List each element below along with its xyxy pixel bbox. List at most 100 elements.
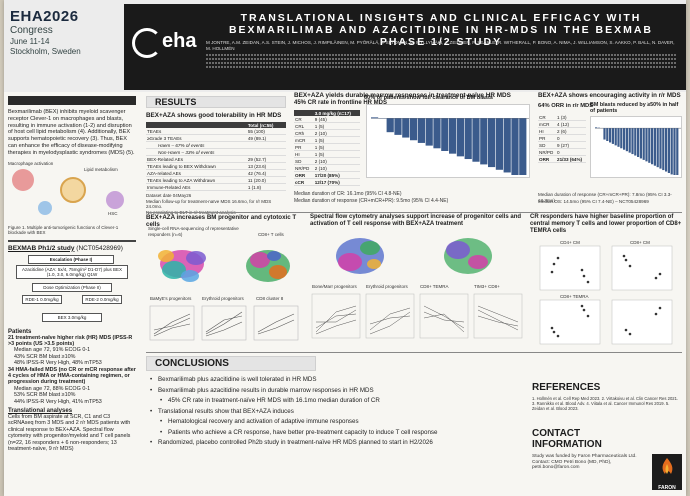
cr-responders-section: CR responders have higher baseline propo… [530, 214, 682, 350]
table-row: CR 1 (3) [538, 114, 586, 121]
contact-heading: CONTACT INFORMATION [532, 428, 602, 450]
patients-tn-age: Median age 72, 91% ECOG 0-1 [14, 347, 91, 354]
table-cell: SD [538, 141, 557, 149]
table-cell: NR/PD [294, 164, 314, 172]
patient-line [315, 313, 357, 329]
flow-plot-1 [311, 293, 361, 339]
scrna-panel-label-2: Erythroid progenitors [202, 296, 244, 301]
tn-cr-rate: 45% CR rate in frontline HR MDS [294, 100, 388, 106]
waterfall-bar [665, 128, 668, 172]
waterfall-bar [659, 128, 662, 169]
contact-section: CONTACT INFORMATION Study was funded by … [532, 428, 682, 492]
data-point [628, 264, 632, 268]
table-cell: Haem – 67% of events [146, 141, 247, 149]
table-cell: PR [294, 143, 314, 151]
table-row: AZA-related AEs 42 (76.4) [146, 169, 286, 177]
cr-panel-label-3: CD8+ TEMRA [560, 294, 589, 299]
waterfall-bar [653, 128, 656, 166]
bex-dose-box: BEX 3.0mg/kg [42, 312, 102, 322]
table-row: Haem – 67% of events [146, 141, 286, 149]
cr-panel-label-1: CD4+ CM [560, 240, 580, 245]
table-row: Non-Haem – 33% of events [146, 148, 286, 156]
waterfall-bar [631, 128, 634, 155]
table-cell: CR [294, 116, 314, 123]
umap-cluster [181, 270, 199, 282]
table-cell: CR [538, 114, 557, 121]
patients-rr-blast: 53% SCR BM blast ≥10% [14, 392, 76, 399]
eha-logo-ring-icon [132, 28, 162, 58]
table-cell: cCR [294, 178, 314, 186]
conclusion-item: Randomized, placebo controlled Ph2b stud… [150, 438, 524, 449]
table-cell: 11 (20.0) [246, 176, 286, 184]
cr-title: CR responders have higher baseline propo… [530, 214, 682, 234]
conclusions-list: Bexmarilimab plus azacitidine is well to… [146, 375, 524, 449]
data-point [628, 332, 632, 336]
patient-line [423, 313, 465, 333]
waterfall-bar [433, 118, 441, 149]
title-banner: eha TRANSLATIONAL INSIGHTS AND CLINICAL … [124, 4, 686, 90]
waterfall-bar [670, 128, 673, 175]
scrna-panel-label-1: BaMyE's progenitors [150, 296, 192, 301]
umap-cluster [158, 250, 174, 262]
escalation-detail: Azacitidine (AZA: 5x/4, 75mg/m² D1-D7) p… [21, 266, 123, 277]
patients-heading: Patients [8, 328, 32, 335]
table-cell: Immune-Related AEs [146, 183, 247, 191]
waterfall-bar [662, 128, 665, 171]
table-row: SD 9 (27) [538, 141, 586, 149]
data-point [622, 254, 626, 258]
table-cell: HI [294, 150, 314, 158]
rr-title: BEX+AZA shows encouraging activity in r/… [538, 92, 681, 99]
data-point [582, 308, 586, 312]
faron-logo: FARON [652, 454, 682, 491]
waterfall-bar [651, 128, 654, 165]
patients-list: 21 treatment-naïve higher risk (HR) MDS … [8, 335, 136, 405]
study-heading: BEXMAB Ph1/2 study (NCT05428969) [8, 245, 136, 252]
conclusions-section: CONCLUSIONS Bexmarilimab plus azacitidin… [146, 356, 524, 496]
faron-flame-icon [662, 458, 673, 474]
poster-title-line2: BEXMARILIMAB AND AZACITIDINE IN HR-MDS I… [228, 24, 654, 36]
data-point [552, 330, 556, 334]
table-cell: ORR [538, 155, 557, 163]
safety-note-2: Median follow-up for treatment-naïve MDS… [146, 198, 272, 210]
table-cell: 1 (5) [313, 122, 360, 130]
umap-cluster [250, 252, 270, 268]
macrophage-icon [12, 168, 34, 191]
waterfall-bar [645, 128, 648, 162]
translational-heading: Translational analyses [8, 408, 73, 415]
umap-cluster [269, 265, 287, 279]
waterfall-bar [595, 127, 598, 129]
table-row: ORR 17/20 (85%) [294, 171, 360, 179]
patient-line [257, 313, 295, 333]
waterfall-bar [402, 118, 410, 138]
flow-umap-plots [336, 238, 492, 274]
table-cell: 1 (5) [313, 150, 360, 158]
waterfall-bar [503, 118, 511, 173]
flow-plot-2 [365, 293, 415, 339]
table-row: CRh 2 (10) [294, 129, 360, 137]
patient-line [153, 313, 191, 335]
patient-line [257, 319, 295, 335]
plot-frame [539, 299, 601, 345]
table-cell: ≥Grade 3 TEAEs [146, 134, 247, 142]
table-cell: NR/PD [538, 148, 557, 156]
table-cell: CRL [294, 122, 314, 130]
table-row: NR/PD 2 (10) [294, 164, 360, 172]
results-heading: RESULTS [155, 97, 197, 107]
waterfall-bar [488, 118, 496, 168]
conclusion-subitem: 45% CR rate in treatment-naïve HR MDS wi… [150, 396, 524, 407]
data-point [624, 258, 628, 262]
table-row: HI 2 (6) [538, 127, 586, 135]
left-column: Bexmarilimab (BEX) inhibits myeloid scav… [8, 96, 136, 496]
congress-info: EHA2026 Congress June 11-14 Stockholm, S… [4, 0, 126, 92]
umap-cluster [162, 261, 186, 279]
flow-panel-label-4: TIM3+ CD8+ [474, 284, 500, 289]
line-plot-2 [201, 305, 247, 341]
umap-1 [158, 250, 206, 282]
references-text: 1. Hollmén et al. Cell Rep Med 2023. 2. … [532, 396, 679, 411]
optimization-box: Dose Optimization (Phase II) [32, 282, 112, 292]
waterfall-bar [676, 128, 679, 175]
line-plot-1 [149, 305, 195, 341]
safety-header-cell [146, 122, 247, 128]
flow-panel-label-3: CD8+ TEMRA [420, 284, 449, 289]
cr-dotplot-4 [611, 299, 673, 345]
